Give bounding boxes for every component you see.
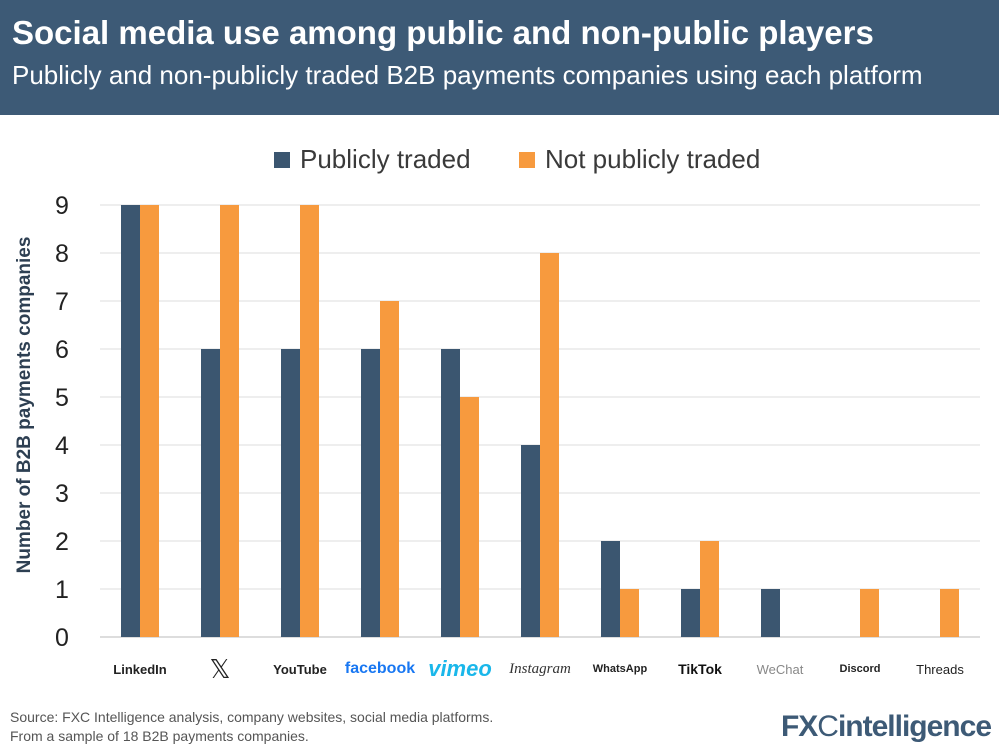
x-tick-label-youtube: YouTube <box>273 661 327 677</box>
fxc-logo: FXCintelligence <box>780 710 992 743</box>
legend-swatch <box>519 151 535 168</box>
bar-non-public-discord <box>860 589 879 637</box>
x-tick-label-wechat: WeChat <box>756 661 804 677</box>
y-tick-label: 7 <box>55 288 69 316</box>
bar-public-x <box>201 349 220 637</box>
bar-public-vimeo <box>441 349 460 637</box>
x-tick-label-instagram: Instagram <box>509 660 571 677</box>
source-text: Source: FXC Intelligence analysis, compa… <box>10 709 494 725</box>
bar-public-wechat <box>761 589 780 637</box>
chart-title: Social media use among public and non-pu… <box>12 14 874 51</box>
y-tick-label: 9 <box>55 192 69 220</box>
y-tick-label: 2 <box>55 528 69 556</box>
legend-label: Publicly traded <box>300 144 471 174</box>
bar-public-tiktok <box>681 589 700 637</box>
y-tick-label: 3 <box>55 480 69 508</box>
bar-non-public-whatsapp <box>620 589 639 637</box>
bar-non-public-x <box>220 205 239 637</box>
bar-public-linkedin <box>121 205 140 637</box>
bar-non-public-youtube <box>300 205 319 637</box>
bar-non-public-facebook <box>380 301 399 637</box>
x-tick-label-x: 𝕏 <box>209 653 231 684</box>
bar-public-youtube <box>281 349 300 637</box>
bar-public-whatsapp <box>601 541 620 637</box>
bar-non-public-instagram <box>540 253 559 637</box>
y-axis-label: Number of B2B payments companies <box>14 237 35 574</box>
bar-public-facebook <box>361 349 380 637</box>
x-tick-label-tiktok: TikTok <box>678 661 722 677</box>
bar-public-instagram <box>521 445 540 637</box>
legend-item-public: Publicly traded <box>274 144 471 175</box>
bar-non-public-threads <box>940 589 959 637</box>
y-tick-label: 0 <box>55 624 69 652</box>
bar-non-public-vimeo <box>460 397 479 637</box>
y-tick-label: 1 <box>55 576 69 604</box>
legend-swatch <box>274 151 290 168</box>
y-tick-label: 4 <box>55 432 69 460</box>
x-tick-label-whatsapp: WhatsApp <box>592 663 648 675</box>
x-tick-label-vimeo: vimeo <box>428 656 492 681</box>
x-tick-label-linkedin: LinkedIn <box>113 661 167 677</box>
chart-subtitle: Publicly and non-publicly traded B2B pay… <box>12 60 923 90</box>
sample-note: From a sample of 18 B2B payments compani… <box>10 728 309 744</box>
bar-non-public-tiktok <box>700 541 719 637</box>
bar-non-public-linkedin <box>140 205 159 637</box>
y-tick-label: 6 <box>55 336 69 364</box>
header: Social media use among public and non-pu… <box>0 0 999 115</box>
y-tick-label: 5 <box>55 384 69 412</box>
x-tick-label-discord: Discord <box>839 663 881 675</box>
legend-item-non-public: Not publicly traded <box>519 144 760 175</box>
y-tick-label: 8 <box>55 240 69 268</box>
source-note: Source: FXC Intelligence analysis, compa… <box>10 708 493 746</box>
x-tick-label-threads: Threads <box>916 661 964 677</box>
x-tick-label-facebook: facebook <box>344 660 416 677</box>
legend-label: Not publicly traded <box>545 144 761 174</box>
